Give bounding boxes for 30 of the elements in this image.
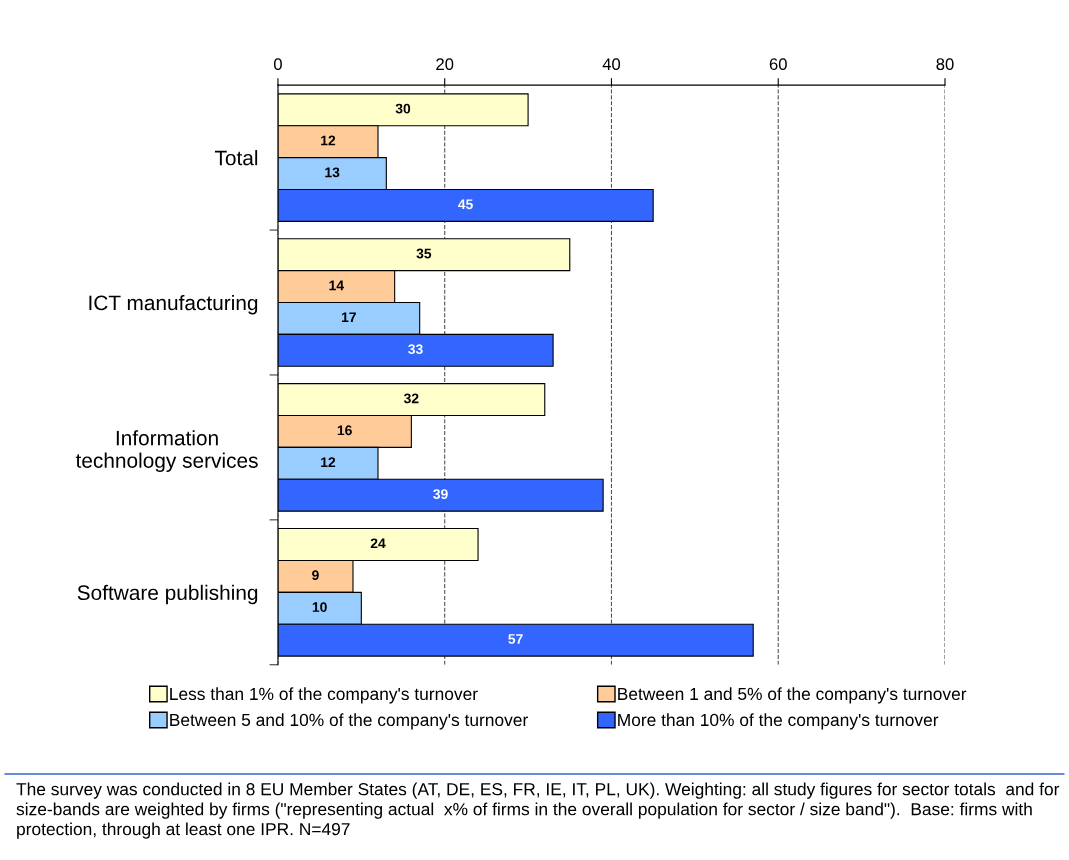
y-tick-label: Total xyxy=(214,150,258,166)
data-label: 10 xyxy=(312,602,327,612)
data-label: 16 xyxy=(337,425,352,436)
x-tick-label: 80 xyxy=(936,58,954,71)
legend-label: More than 10% of the company's turnover xyxy=(618,713,939,730)
data-label: 13 xyxy=(325,167,340,178)
legend-label: Between 5 and 10% of the company's turnover xyxy=(170,713,528,730)
x-tick-label: 0 xyxy=(273,58,282,71)
y-tick-label: Information technology services xyxy=(75,430,258,473)
data-label: 30 xyxy=(395,103,411,114)
data-label: 45 xyxy=(458,199,473,210)
text: The survey was conducted in 8 EU Member States (AT, DE, ES, FR, IE, IT, PL, UK). Weighting: all study figures for sector totals and for size-bands are weighted by firms ("representing actual x% of firms in the overall population for sector / size band"). Base: firms with protection, through at least one IPR. N=497 xyxy=(16,782,1060,839)
y-tick-label: Software publishing xyxy=(77,584,258,605)
x-tick-label: 40 xyxy=(602,58,621,71)
y-tick-label: ICT manufacturing xyxy=(89,294,258,315)
x-tick-label: 20 xyxy=(436,58,454,71)
data-label: 33 xyxy=(408,344,423,355)
data-label: 57 xyxy=(508,634,523,644)
data-label: 32 xyxy=(403,393,419,404)
x-tick-label: 60 xyxy=(769,58,787,71)
data-label: 24 xyxy=(370,538,386,549)
data-label: 12 xyxy=(321,135,336,146)
data-label: 12 xyxy=(321,457,336,467)
data-label: 9 xyxy=(312,570,319,581)
data-label: 14 xyxy=(329,280,344,291)
data-label: 35 xyxy=(416,248,432,259)
data-label: 39 xyxy=(433,489,448,499)
legend-label: Less than 1% of the company's turnover xyxy=(170,687,478,704)
legend-label: Between 1 and 5% of the company's turnover xyxy=(618,687,967,704)
data-label: 17 xyxy=(341,312,356,323)
